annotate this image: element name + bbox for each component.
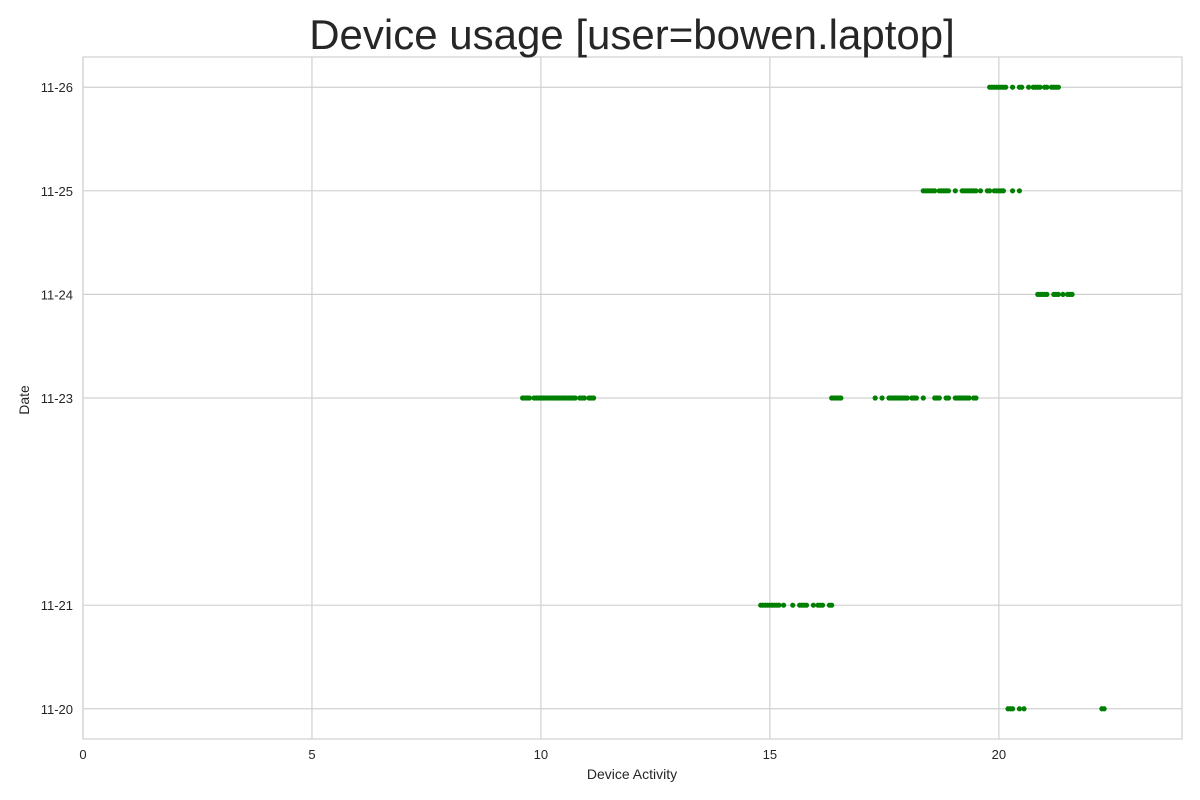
chart-title: Device usage [user=bowen.laptop] bbox=[309, 11, 955, 58]
data-point bbox=[1000, 188, 1007, 194]
data-point bbox=[572, 395, 578, 401]
data-point bbox=[879, 395, 885, 401]
x-tick-label: 10 bbox=[534, 747, 548, 762]
data-point bbox=[987, 188, 993, 194]
data-point bbox=[1055, 291, 1061, 298]
y-tick-label: 11-25 bbox=[41, 184, 73, 199]
data-point bbox=[913, 395, 920, 401]
data-point bbox=[1055, 84, 1061, 90]
x-tick-labels: 0 5 10 15 20 bbox=[79, 747, 1006, 762]
data-point bbox=[590, 395, 597, 401]
data-point bbox=[1101, 706, 1107, 712]
data-point bbox=[1019, 84, 1025, 90]
data-point bbox=[966, 395, 972, 401]
data-point bbox=[581, 395, 588, 401]
data-point bbox=[1069, 291, 1075, 298]
data-point bbox=[952, 188, 958, 194]
data-point bbox=[1044, 84, 1050, 90]
data-point bbox=[1037, 84, 1043, 90]
x-tick-label: 20 bbox=[992, 747, 1006, 762]
data-point bbox=[1003, 84, 1009, 90]
data-point bbox=[904, 395, 910, 401]
data-point bbox=[526, 395, 533, 401]
data-point bbox=[1060, 291, 1066, 298]
data-point bbox=[781, 602, 787, 608]
plot-area-frame bbox=[82, 56, 1183, 740]
x-axis-label: Device Activity bbox=[587, 766, 677, 782]
data-point bbox=[810, 602, 816, 608]
data-point bbox=[1025, 84, 1032, 90]
data-point bbox=[920, 395, 926, 401]
data-point bbox=[1009, 84, 1016, 90]
data-point bbox=[790, 602, 796, 608]
data-points bbox=[520, 84, 1107, 712]
data-point bbox=[819, 602, 826, 608]
x-tick-label: 15 bbox=[763, 747, 777, 762]
x-tick-label: 5 bbox=[308, 747, 315, 762]
data-point bbox=[973, 188, 979, 194]
data-point bbox=[932, 188, 938, 194]
data-point bbox=[936, 395, 942, 401]
data-point bbox=[872, 395, 878, 401]
y-tick-labels: 11-20 11-21 11-23 11-24 11-25 11-26 bbox=[41, 80, 73, 717]
data-point bbox=[776, 602, 782, 608]
data-point bbox=[977, 188, 984, 194]
x-tick-label: 0 bbox=[79, 747, 86, 762]
data-point bbox=[829, 602, 835, 608]
data-point bbox=[1044, 291, 1050, 298]
data-point bbox=[1009, 706, 1016, 712]
data-point bbox=[803, 602, 810, 608]
data-point bbox=[838, 395, 844, 401]
data-point bbox=[1016, 188, 1023, 194]
data-point bbox=[1021, 706, 1027, 712]
grid-lines bbox=[82, 57, 1182, 739]
y-tick-label: 11-24 bbox=[41, 287, 73, 302]
data-point bbox=[945, 395, 952, 401]
y-tick-label: 11-23 bbox=[41, 391, 73, 406]
y-tick-label: 11-26 bbox=[41, 80, 73, 95]
y-axis-label: Date bbox=[16, 385, 32, 415]
data-point bbox=[1016, 706, 1023, 712]
data-point bbox=[1009, 188, 1016, 194]
y-tick-label: 11-21 bbox=[41, 598, 73, 613]
data-point bbox=[945, 188, 952, 194]
y-tick-label: 11-20 bbox=[41, 702, 73, 717]
data-point bbox=[973, 395, 979, 401]
